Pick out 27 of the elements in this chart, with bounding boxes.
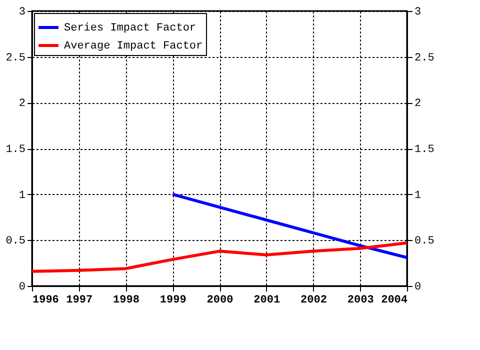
- x-tick-label: 1997: [66, 294, 93, 306]
- x-tick-label: 1996: [32, 294, 59, 306]
- y-tick-label: 2.5: [6, 52, 26, 64]
- y2-tick-label: 0: [414, 282, 422, 294]
- legend-label: Average Impact Factor: [64, 40, 203, 52]
- y2-tick-label: 0.5: [414, 236, 434, 248]
- x-tick-label: 1999: [160, 294, 186, 306]
- x-tick-label: 2003: [347, 294, 374, 306]
- line-series: [171, 192, 408, 260]
- line-series: [30, 241, 408, 273]
- y2-tick-label: 3: [414, 6, 422, 18]
- x-tick-label: 1998: [113, 294, 140, 306]
- y-tick-label: 1.5: [6, 144, 26, 156]
- x-tick-label: 2002: [300, 294, 327, 306]
- y-tick-label: 2: [18, 98, 26, 110]
- x-tick-label: 2000: [206, 294, 234, 306]
- y2-tick-label: 1.5: [414, 144, 434, 156]
- y2-tick-label: 2.5: [414, 52, 434, 64]
- y-tick-label: 3: [18, 6, 26, 18]
- y-tick-label: 1: [18, 190, 26, 202]
- x-tick-label: 2001: [254, 294, 280, 306]
- x-tick-label: 2004: [381, 294, 408, 306]
- y-tick-label: 0: [18, 282, 26, 294]
- y-tick-label: 0.5: [6, 236, 26, 248]
- legend-label: Series Impact Factor: [64, 22, 196, 34]
- y2-tick-label: 1: [414, 190, 422, 202]
- y2-tick-label: 2: [414, 98, 422, 110]
